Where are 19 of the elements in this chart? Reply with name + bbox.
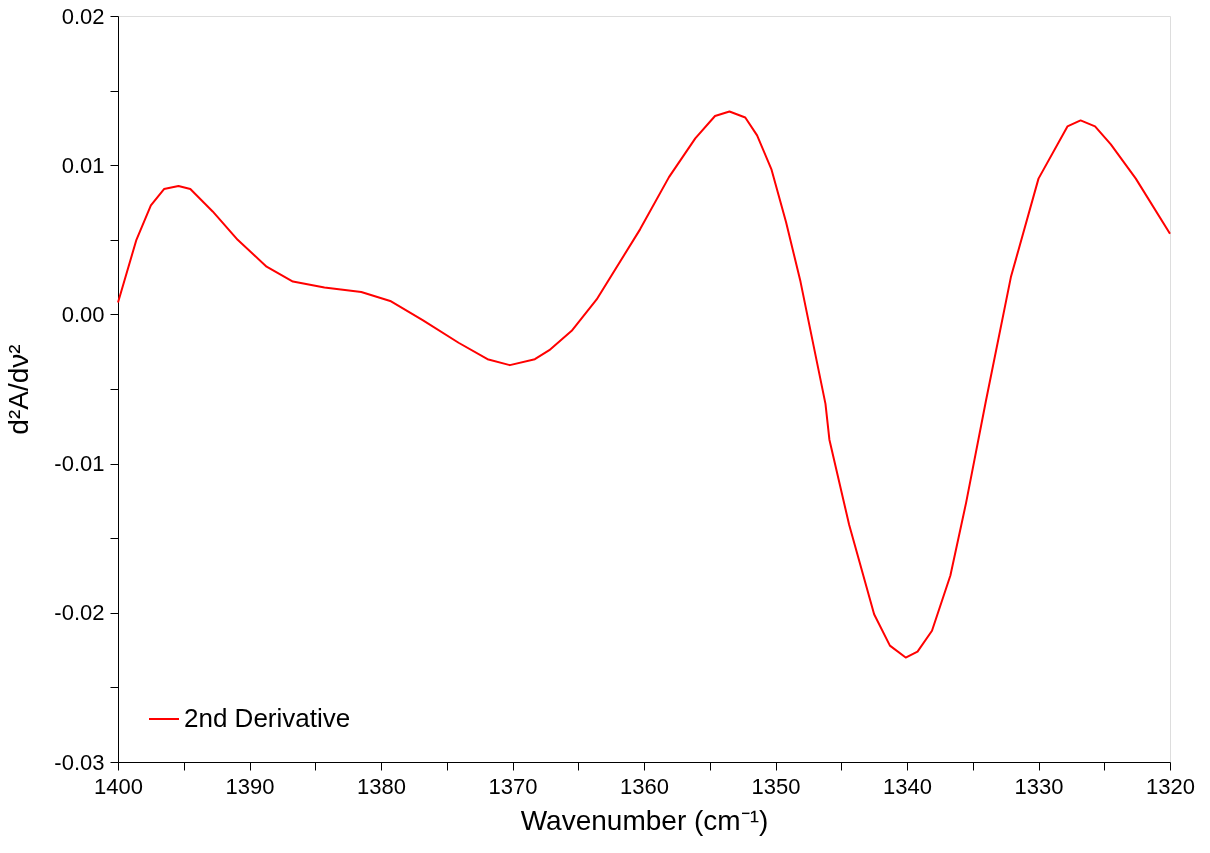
x-tick-label: 1400 (94, 773, 143, 799)
x-tick-label: 1390 (225, 773, 275, 799)
y-tick-label: 0.01 (61, 152, 105, 178)
x-tick-label: 1350 (751, 773, 801, 799)
x-tick-label: 1340 (883, 773, 932, 799)
x-tick-label: 1320 (1146, 773, 1195, 799)
line-series (117, 110, 1171, 659)
y-tick-label: 0.02 (61, 3, 105, 29)
x-tick-label: 1360 (620, 773, 669, 799)
y-tick-label: -0.01 (54, 451, 105, 477)
x-axis-title: Wavenumber (cm⁻¹) (520, 804, 769, 836)
y-axis-title: d²A/dν² (3, 344, 35, 435)
legend-label: 2nd Derivative (184, 703, 351, 733)
x-tick-label: 1330 (1014, 773, 1064, 799)
y-tick-label: -0.02 (54, 600, 105, 626)
y-tick-label: -0.03 (54, 749, 105, 775)
x-tick-label: 1380 (357, 773, 406, 799)
x-tick-label: 1370 (488, 773, 538, 799)
y-tick-label: 0.00 (61, 301, 105, 327)
